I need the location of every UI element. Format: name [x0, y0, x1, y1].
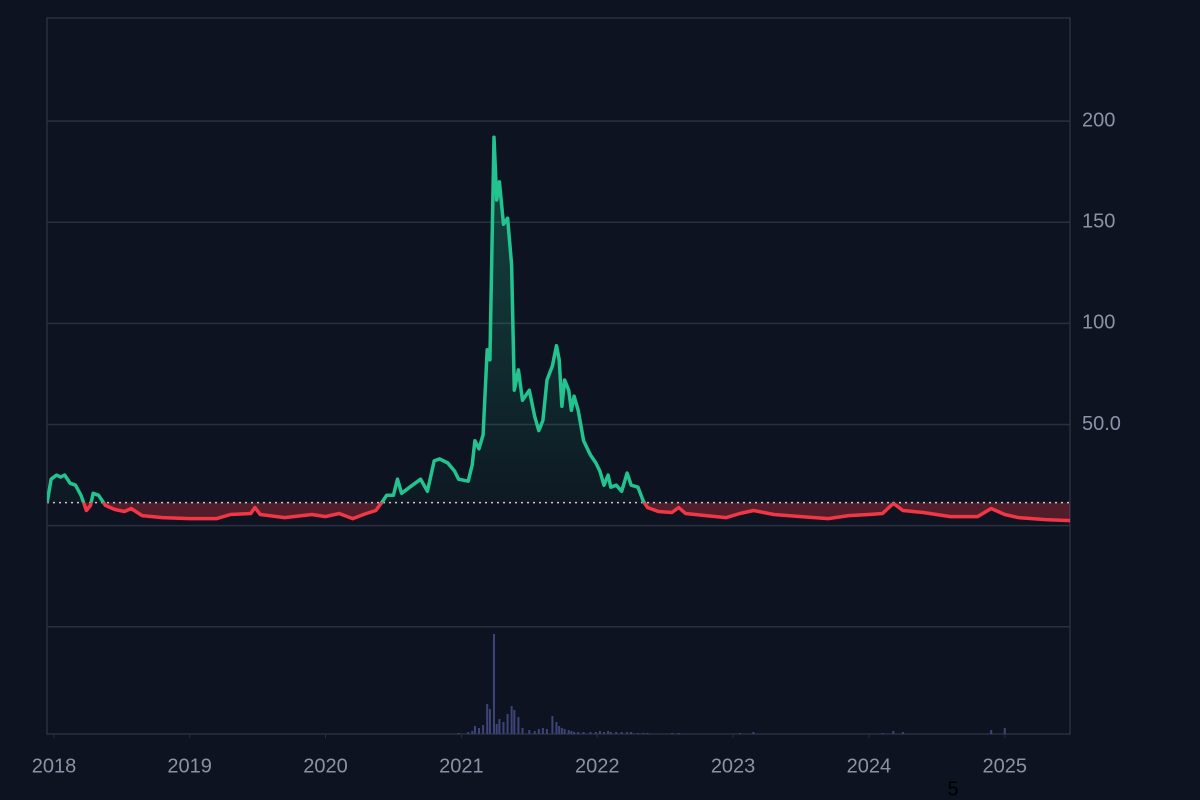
x-tick-label: 2021: [439, 755, 484, 777]
x-tick-label: 2025: [983, 755, 1028, 777]
volume-bar: [528, 730, 531, 734]
volume-bar: [533, 731, 536, 734]
volume-bar: [901, 732, 904, 734]
volume-bar: [513, 710, 516, 734]
volume-bar: [488, 709, 491, 734]
line-below: [47, 502, 1070, 523]
volume-bar: [609, 732, 612, 734]
volume-bar: [541, 728, 544, 734]
volume-bar: [502, 722, 505, 734]
volume-bar: [506, 714, 509, 734]
volume-bar: [738, 733, 741, 734]
volume-bar: [607, 731, 610, 734]
volume-bar: [577, 732, 580, 734]
volume-bar: [630, 732, 633, 734]
volume-bar: [555, 722, 558, 734]
volume-bar: [670, 733, 673, 734]
volume-bar: [521, 728, 524, 734]
volume-bar: [537, 729, 540, 734]
volume-bar: [1003, 728, 1006, 734]
volume-bar: [570, 731, 573, 734]
volume-bar: [510, 706, 513, 734]
volume-bar: [492, 634, 495, 734]
volume-bar: [573, 732, 576, 734]
x-tick-label: 2020: [303, 755, 348, 777]
x-tick-label: 2018: [32, 755, 77, 777]
y-tick-label: 100: [1082, 312, 1115, 334]
volume-bar: [598, 731, 601, 734]
volume-bar: [626, 732, 629, 734]
volume-bar: [603, 732, 606, 734]
volume-bar: [881, 733, 884, 734]
volume-bar: [486, 704, 489, 734]
volume-bar: [478, 728, 481, 734]
volume-bar: [677, 733, 680, 734]
volume-bar: [620, 732, 623, 734]
volume-bar: [551, 716, 554, 734]
volume-bar: [567, 730, 570, 734]
volume-bar: [615, 732, 618, 734]
volume-bar: [471, 731, 474, 734]
area-above: [47, 137, 645, 503]
volume-bar: [482, 725, 485, 734]
volume-bar: [457, 733, 460, 734]
volume-bar: [594, 732, 597, 734]
volume-bar: [752, 732, 755, 734]
volume-bar: [892, 731, 895, 734]
volume-bar: [646, 733, 649, 734]
annotation: 5: [947, 778, 958, 800]
x-tick-label: 2019: [167, 755, 212, 777]
volume-bar: [473, 726, 476, 734]
line-above: [47, 135, 896, 503]
volume-bar: [990, 730, 993, 734]
volume-bar: [563, 729, 566, 734]
x-tick-label: 2023: [711, 755, 756, 777]
x-tick-label: 2022: [575, 755, 620, 777]
volume-bar: [560, 728, 563, 734]
x-tick-label: 2024: [847, 755, 892, 777]
volume-bar: [589, 732, 592, 734]
volume-bar: [545, 729, 548, 734]
volume-bar: [558, 726, 561, 734]
volume-bar: [498, 719, 501, 734]
volume-bar: [636, 733, 639, 734]
volume-bar: [642, 733, 645, 734]
y-tick-label: 150: [1082, 211, 1115, 233]
volume-bar: [467, 732, 470, 734]
volume-bar: [517, 717, 520, 734]
y-tick-label: 200: [1082, 109, 1115, 131]
volume-bar: [582, 732, 585, 734]
volume-bar: [495, 724, 498, 734]
y-tick-label: 50.0: [1082, 413, 1121, 435]
